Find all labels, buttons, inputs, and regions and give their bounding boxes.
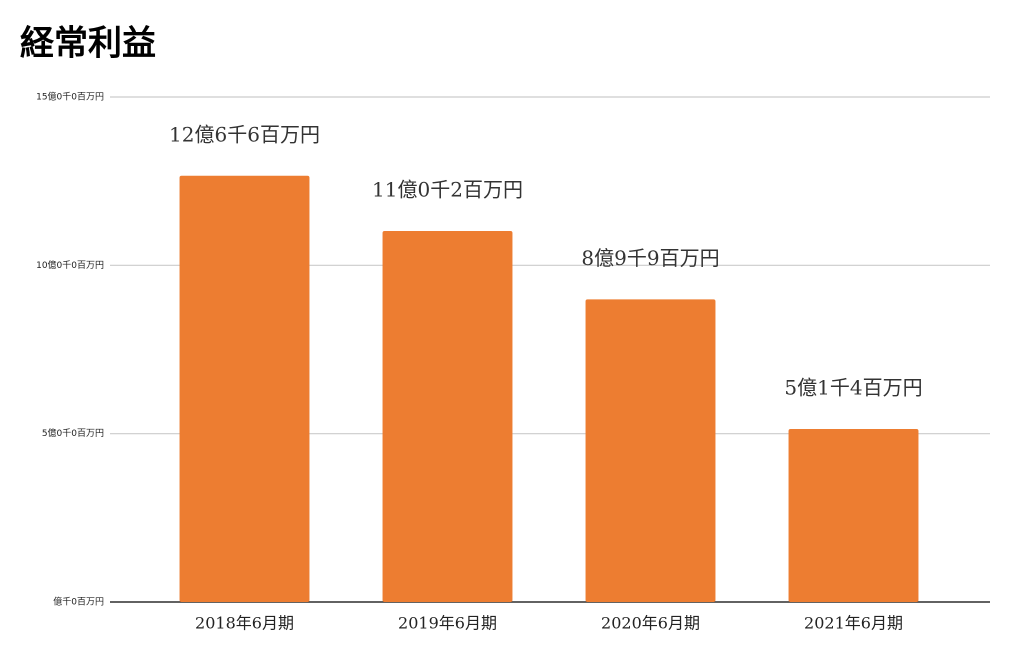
bar <box>788 428 919 602</box>
y-tick-label: 15億0千0百万円 <box>36 91 104 103</box>
y-tick-label: 10億0千0百万円 <box>36 259 104 271</box>
data-label: 12億6千6百万円 <box>169 122 320 146</box>
chart-title: 経常利益 <box>20 24 156 64</box>
data-label: 5億1千4百万円 <box>784 375 922 399</box>
x-tick-label: 2019年6月期 <box>398 614 497 633</box>
bar <box>179 175 310 602</box>
bar <box>382 230 513 602</box>
bar <box>585 299 716 602</box>
x-tick-label: 2018年6月期 <box>195 614 294 633</box>
y-tick-label: 5億0千0百万円 <box>42 427 104 439</box>
x-tick-label: 2021年6月期 <box>804 614 903 633</box>
y-tick-label: 億千0百万円 <box>53 596 104 608</box>
x-tick-label: 2020年6月期 <box>601 614 700 633</box>
data-label: 8億9千9百万円 <box>581 246 719 270</box>
data-label: 11億0千2百万円 <box>372 177 523 201</box>
